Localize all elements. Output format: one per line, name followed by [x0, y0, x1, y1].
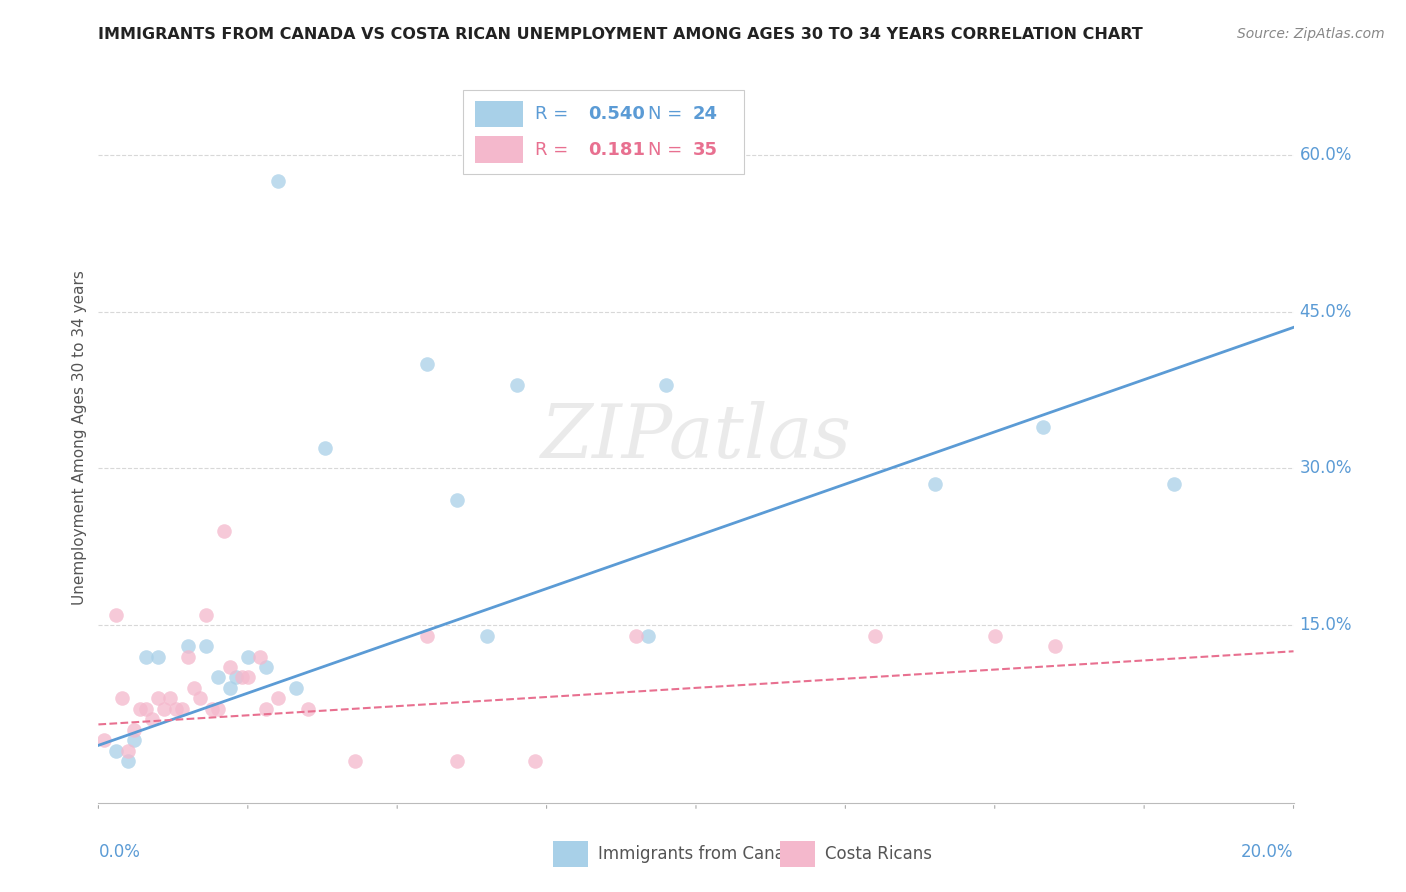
Point	[207, 702, 229, 716]
Point	[475, 629, 498, 643]
Point	[249, 649, 271, 664]
Point	[177, 639, 200, 653]
Point	[655, 377, 678, 392]
Point	[315, 441, 337, 455]
Point	[129, 702, 152, 716]
Point	[153, 702, 176, 716]
Text: 20.0%: 20.0%	[1241, 843, 1294, 861]
Point	[135, 649, 157, 664]
Text: Immigrants from Canada: Immigrants from Canada	[598, 845, 806, 863]
Point	[188, 691, 211, 706]
Text: 35: 35	[692, 141, 717, 159]
Point	[297, 702, 319, 716]
Text: 45.0%: 45.0%	[1299, 302, 1353, 321]
Point	[177, 649, 200, 664]
Point	[1032, 419, 1054, 434]
Point	[1043, 639, 1066, 653]
Text: Source: ZipAtlas.com: Source: ZipAtlas.com	[1237, 27, 1385, 41]
Point	[141, 712, 163, 726]
Text: 0.540: 0.540	[588, 104, 645, 123]
FancyBboxPatch shape	[463, 90, 744, 174]
Point	[1163, 477, 1185, 491]
Point	[194, 639, 218, 653]
Text: 24: 24	[692, 104, 717, 123]
Text: ZIPatlas: ZIPatlas	[540, 401, 852, 474]
Point	[117, 743, 139, 757]
Point	[219, 660, 242, 674]
Point	[194, 607, 218, 622]
Point	[236, 670, 259, 684]
Text: N =: N =	[648, 141, 688, 159]
Point	[637, 629, 659, 643]
Text: 60.0%: 60.0%	[1299, 146, 1353, 164]
Text: Costa Ricans: Costa Ricans	[825, 845, 932, 863]
FancyBboxPatch shape	[475, 101, 523, 127]
Point	[416, 629, 439, 643]
Text: 0.0%: 0.0%	[98, 843, 141, 861]
Point	[416, 357, 439, 371]
Point	[165, 702, 187, 716]
Point	[284, 681, 307, 695]
Point	[212, 524, 235, 538]
Point	[506, 377, 529, 392]
Point	[183, 681, 205, 695]
Point	[105, 607, 128, 622]
Point	[254, 702, 277, 716]
Text: 30.0%: 30.0%	[1299, 459, 1353, 477]
Point	[93, 733, 115, 747]
Point	[111, 691, 134, 706]
Text: IMMIGRANTS FROM CANADA VS COSTA RICAN UNEMPLOYMENT AMONG AGES 30 TO 34 YEARS COR: IMMIGRANTS FROM CANADA VS COSTA RICAN UN…	[98, 27, 1143, 42]
Text: R =: R =	[534, 141, 579, 159]
Point	[159, 691, 181, 706]
Point	[924, 477, 946, 491]
Point	[105, 743, 128, 757]
Point	[172, 702, 194, 716]
Text: N =: N =	[648, 104, 688, 123]
Point	[124, 733, 146, 747]
Point	[207, 670, 229, 684]
Text: 15.0%: 15.0%	[1299, 616, 1353, 634]
Point	[135, 702, 157, 716]
Point	[267, 174, 290, 188]
Point	[446, 754, 468, 768]
Point	[148, 691, 170, 706]
Text: R =: R =	[534, 104, 574, 123]
FancyBboxPatch shape	[553, 841, 589, 867]
FancyBboxPatch shape	[475, 136, 523, 162]
Point	[254, 660, 277, 674]
Point	[267, 691, 290, 706]
Point	[148, 649, 170, 664]
Point	[124, 723, 146, 737]
Point	[865, 629, 887, 643]
Point	[225, 670, 247, 684]
Point	[231, 670, 253, 684]
Point	[624, 629, 647, 643]
Text: 0.181: 0.181	[588, 141, 645, 159]
Point	[236, 649, 259, 664]
FancyBboxPatch shape	[779, 841, 815, 867]
Point	[201, 702, 224, 716]
Point	[219, 681, 242, 695]
Point	[344, 754, 367, 768]
Point	[117, 754, 139, 768]
Point	[446, 492, 468, 507]
Point	[983, 629, 1005, 643]
Y-axis label: Unemployment Among Ages 30 to 34 years: Unemployment Among Ages 30 to 34 years	[72, 269, 87, 605]
Point	[523, 754, 546, 768]
